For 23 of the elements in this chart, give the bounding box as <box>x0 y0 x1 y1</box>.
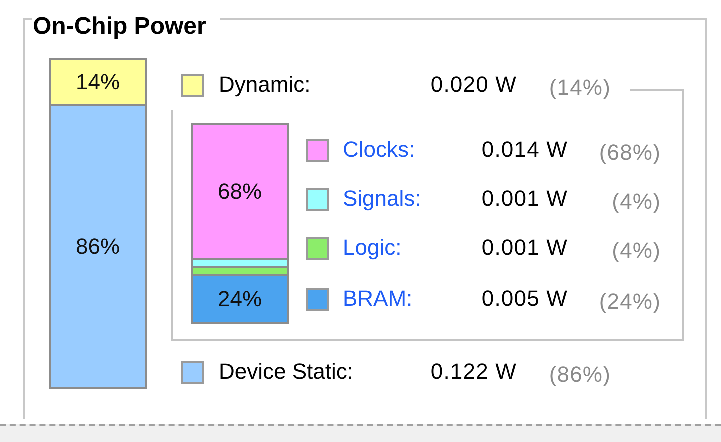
legend-label: BRAM: <box>343 286 413 311</box>
text: 0.122 W <box>430 359 517 384</box>
text: 0.001 W <box>482 235 568 260</box>
chart-title: On-Chip Power <box>33 13 206 40</box>
data-label: 24% <box>218 286 262 312</box>
legend-label: Clocks: <box>343 137 416 162</box>
data-label: 14% <box>76 70 120 95</box>
text: (86%) <box>549 362 611 387</box>
text: 0.005 W <box>482 286 568 311</box>
legend-label: Device Static: <box>219 359 354 384</box>
legend-label: Logic: <box>343 235 402 260</box>
text: (14%) <box>549 75 611 100</box>
legend-label: Signals: <box>343 186 422 211</box>
text: (24%) <box>599 289 661 314</box>
text: (4%) <box>612 238 661 263</box>
text: (4%) <box>612 189 661 214</box>
data-label: 86% <box>76 234 120 260</box>
text: (68%) <box>599 140 661 165</box>
data-label: 68% <box>218 179 262 204</box>
text: 0.014 W <box>482 137 568 162</box>
text: 0.020 W <box>430 72 517 97</box>
text: 0.001 W <box>482 186 568 211</box>
legend-label: Dynamic: <box>219 72 311 97</box>
